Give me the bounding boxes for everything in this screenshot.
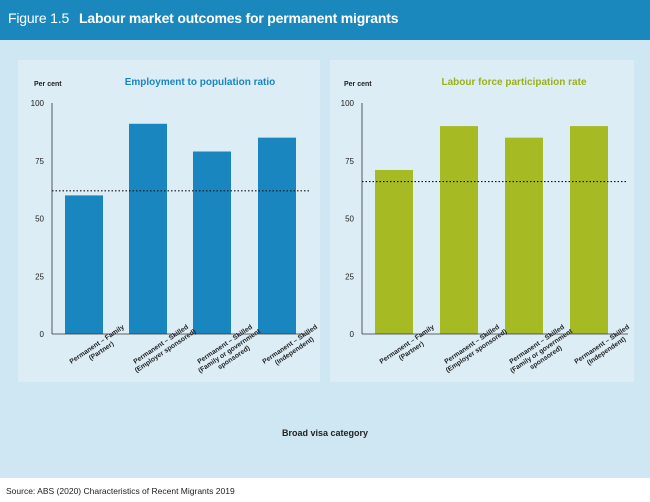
figure-label: Figure 1.5 — [8, 10, 70, 26]
participation-bar — [440, 126, 478, 334]
participation-y-tick-label: 100 — [341, 99, 355, 108]
employment-bar — [65, 195, 103, 334]
participation-chart-title: Labour force participation rate — [441, 77, 586, 88]
employment-y-tick-label: 25 — [35, 272, 44, 281]
source-note: Source: ABS (2020) Characteristics of Re… — [6, 486, 235, 496]
figure-header: Figure 1.5 Labour market outcomes for pe… — [0, 0, 650, 40]
participation-y-tick-label: 25 — [345, 272, 354, 281]
charts-svg: Employment to population ratio Per cent 0 2… — [18, 60, 634, 438]
employment-y-tick-label: 75 — [35, 157, 44, 166]
employment-chart: Employment to population ratio Per cent 0 2… — [18, 60, 320, 382]
employment-y-tick-label: 100 — [31, 99, 45, 108]
employment-chart-title: Employment to population ratio — [125, 77, 276, 88]
employment-y-axis-label: Per cent — [34, 81, 62, 88]
participation-bar — [375, 169, 413, 334]
figure-title: Labour market outcomes for permanent mig… — [79, 10, 399, 26]
employment-bar — [193, 151, 231, 334]
participation-bar — [570, 126, 608, 334]
participation-chart: Labour force participation rate Per cent 0… — [330, 60, 634, 382]
employment-y-tick-label: 0 — [40, 330, 45, 339]
participation-y-tick-label: 50 — [345, 215, 354, 224]
participation-y-tick-label: 0 — [350, 330, 355, 339]
x-axis-title: Broad visa category — [282, 428, 368, 438]
chart-panel: Employment to population ratio Per cent 0 2… — [0, 40, 650, 478]
employment-bar — [258, 137, 296, 334]
employment-y-tick-label: 50 — [35, 215, 44, 224]
employment-bar — [129, 123, 167, 334]
participation-bar — [505, 137, 543, 334]
participation-y-axis-label: Per cent — [344, 81, 372, 88]
participation-y-tick-label: 75 — [345, 157, 354, 166]
